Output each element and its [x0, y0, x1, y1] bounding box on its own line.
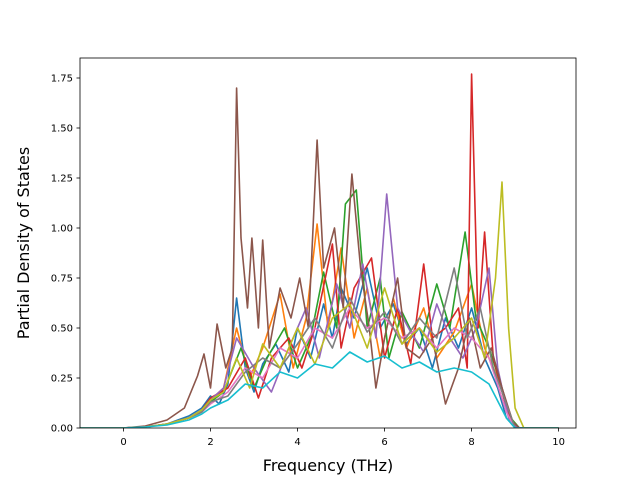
x-axis: 0 2 4 6 8 10	[120, 428, 565, 448]
y-tick-label: 0.25	[51, 374, 73, 385]
series-line-9	[80, 181, 559, 428]
x-tick-label: 0	[120, 437, 126, 448]
series-line-6	[80, 87, 559, 428]
x-tick-label: 8	[468, 437, 474, 448]
y-tick-label: 1.00	[51, 224, 73, 235]
y-tick-label: 1.50	[51, 124, 73, 135]
x-tick-label: 4	[294, 437, 300, 448]
series-line-10	[80, 351, 559, 428]
x-axis-label: Frequency (THz)	[263, 456, 393, 475]
y-tick-label: 1.75	[51, 74, 73, 85]
plot-area	[80, 58, 576, 428]
y-axis-label: Partial Density of States	[14, 147, 33, 339]
y-tick-label: 0.50	[51, 324, 73, 335]
x-tick-label: 6	[381, 437, 387, 448]
series-group	[80, 73, 559, 428]
x-tick-label: 2	[207, 437, 213, 448]
x-tick-label: 10	[552, 437, 565, 448]
y-tick-label: 0.00	[51, 424, 73, 435]
y-tick-label: 0.75	[51, 274, 73, 285]
y-axis: 0.00 0.25 0.50 0.75 1.00 1.25 1.50 1.75	[51, 74, 80, 435]
y-tick-label: 1.25	[51, 174, 73, 185]
plot-frame	[79, 57, 577, 429]
